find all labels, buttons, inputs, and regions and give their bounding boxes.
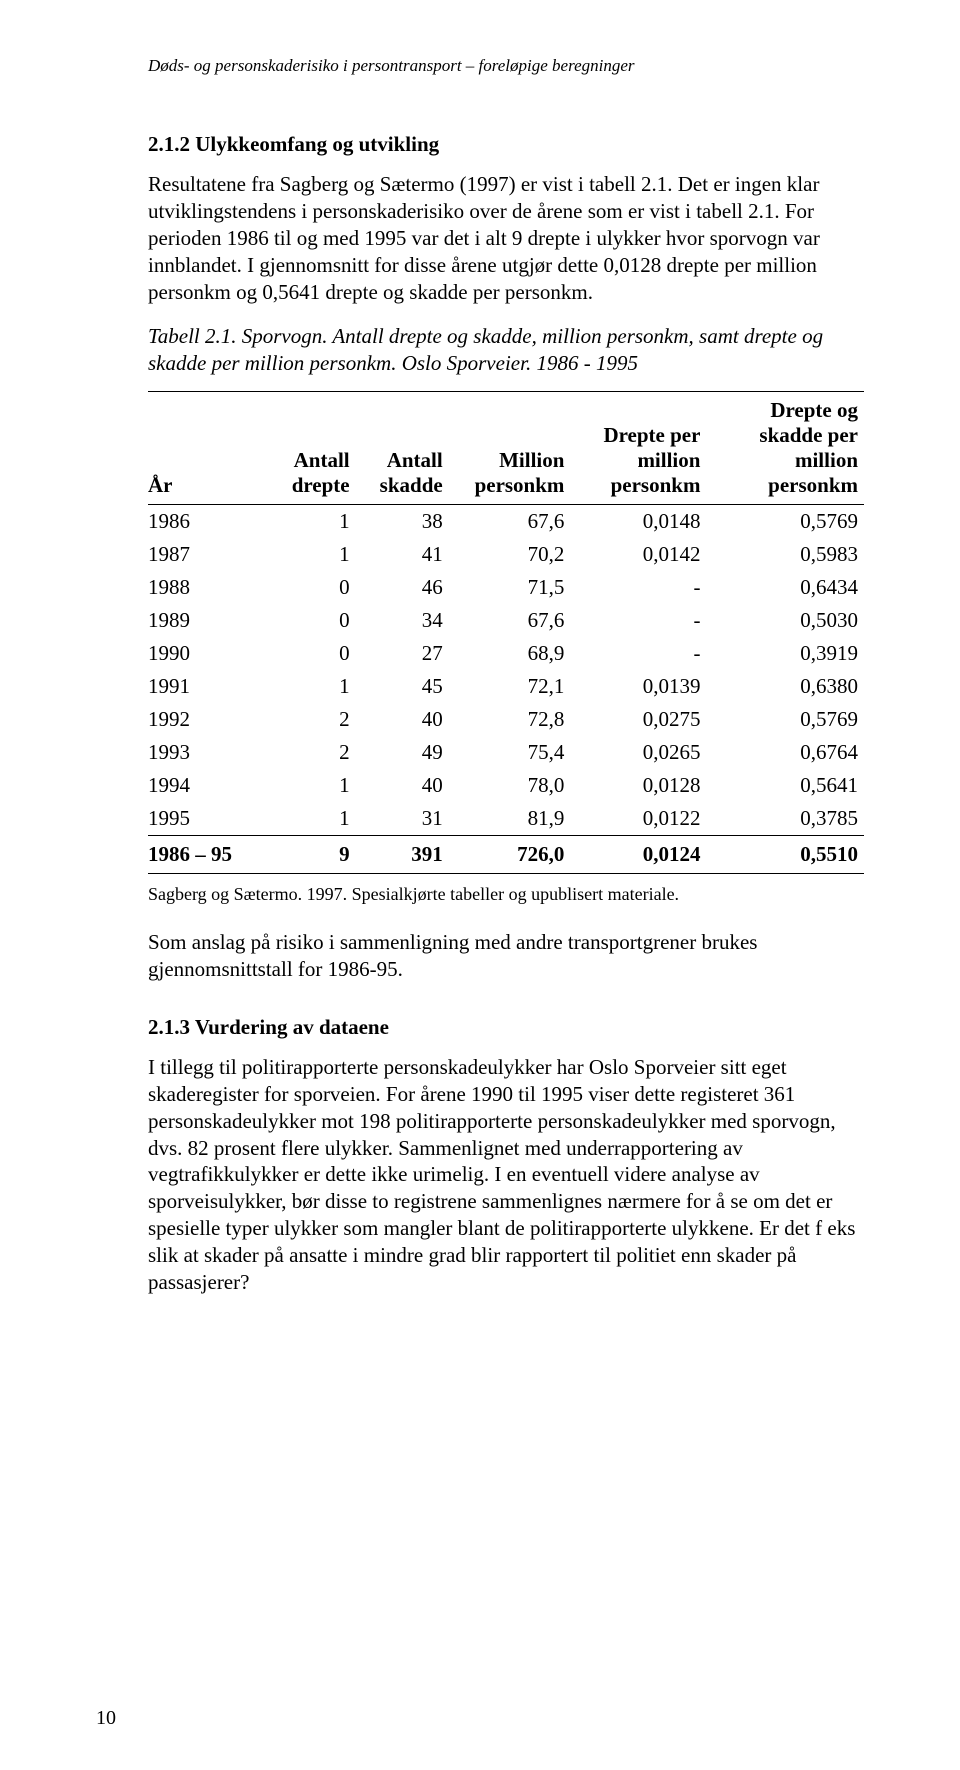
cell-killed: 1: [263, 769, 356, 802]
section-heading-213: 2.1.3 Vurdering av dataene: [148, 1015, 864, 1040]
cell-killed_rate: 0,0265: [570, 736, 706, 769]
paragraph-213-1: I tillegg til politirapporterte personsk…: [148, 1054, 864, 1296]
cell-injured: 34: [356, 604, 449, 637]
cell-killed: 0: [263, 571, 356, 604]
cell-mpkm: 68,9: [449, 637, 571, 670]
table-header-row: År Antall drepte Antall skadde Million p…: [148, 392, 864, 505]
cell-killed: 0: [263, 604, 356, 637]
total-cell-killed_rate: 0,0124: [570, 836, 706, 874]
cell-injured: 31: [356, 802, 449, 836]
document-page: Døds- og personskaderisiko i persontrans…: [0, 0, 960, 1770]
cell-year: 1993: [148, 736, 263, 769]
paragraph-212-1: Resultatene fra Sagberg og Sætermo (1997…: [148, 171, 864, 305]
cell-mpkm: 71,5: [449, 571, 571, 604]
cell-killed: 0: [263, 637, 356, 670]
cell-killed: 1: [263, 670, 356, 703]
total-cell-killed: 9: [263, 836, 356, 874]
cell-year: 1988: [148, 571, 263, 604]
cell-all_rate: 0,6380: [706, 670, 864, 703]
cell-killed_rate: -: [570, 604, 706, 637]
th-mpkm: Million personkm: [449, 392, 571, 505]
table-source: Sagberg og Sætermo. 1997. Spesialkjørte …: [148, 884, 864, 905]
th-killed-rate: Drepte per million personkm: [570, 392, 706, 505]
table-total-row: 1986 – 959391726,00,01240,5510: [148, 836, 864, 874]
th-killed: Antall drepte: [263, 392, 356, 505]
cell-killed_rate: 0,0139: [570, 670, 706, 703]
cell-injured: 40: [356, 703, 449, 736]
cell-killed_rate: 0,0275: [570, 703, 706, 736]
cell-mpkm: 78,0: [449, 769, 571, 802]
table-row: 199002768,9-0,3919: [148, 637, 864, 670]
cell-killed_rate: 0,0122: [570, 802, 706, 836]
table-row: 199324975,40,02650,6764: [148, 736, 864, 769]
cell-all_rate: 0,5030: [706, 604, 864, 637]
page-number: 10: [96, 1707, 116, 1730]
table-row: 199114572,10,01390,6380: [148, 670, 864, 703]
cell-injured: 41: [356, 538, 449, 571]
paragraph-after-table: Som anslag på risiko i sammenligning med…: [148, 929, 864, 983]
running-header: Døds- og personskaderisiko i persontrans…: [148, 56, 864, 76]
cell-year: 1991: [148, 670, 263, 703]
table-row: 199224072,80,02750,5769: [148, 703, 864, 736]
th-all-rate: Drepte og skadde per million personkm: [706, 392, 864, 505]
table-row: 198613867,60,01480,5769: [148, 505, 864, 539]
cell-year: 1992: [148, 703, 263, 736]
cell-mpkm: 75,4: [449, 736, 571, 769]
cell-all_rate: 0,5983: [706, 538, 864, 571]
cell-injured: 46: [356, 571, 449, 604]
cell-killed: 1: [263, 538, 356, 571]
cell-mpkm: 81,9: [449, 802, 571, 836]
cell-year: 1987: [148, 538, 263, 571]
cell-injured: 38: [356, 505, 449, 539]
cell-mpkm: 72,1: [449, 670, 571, 703]
cell-mpkm: 72,8: [449, 703, 571, 736]
section-heading-212: 2.1.2 Ulykkeomfang og utvikling: [148, 132, 864, 157]
table-row: 199513181,90,01220,3785: [148, 802, 864, 836]
cell-all_rate: 0,5641: [706, 769, 864, 802]
cell-killed_rate: -: [570, 637, 706, 670]
total-cell-injured: 391: [356, 836, 449, 874]
cell-all_rate: 0,5769: [706, 505, 864, 539]
total-cell-mpkm: 726,0: [449, 836, 571, 874]
cell-killed: 2: [263, 703, 356, 736]
total-cell-year: 1986 – 95: [148, 836, 263, 874]
cell-killed: 1: [263, 802, 356, 836]
th-injured: Antall skadde: [356, 392, 449, 505]
cell-mpkm: 67,6: [449, 604, 571, 637]
cell-all_rate: 0,3785: [706, 802, 864, 836]
cell-mpkm: 70,2: [449, 538, 571, 571]
cell-killed: 2: [263, 736, 356, 769]
table-row: 198714170,20,01420,5983: [148, 538, 864, 571]
cell-injured: 45: [356, 670, 449, 703]
cell-injured: 27: [356, 637, 449, 670]
cell-all_rate: 0,3919: [706, 637, 864, 670]
cell-all_rate: 0,6764: [706, 736, 864, 769]
table-caption: Tabell 2.1. Sporvogn. Antall drepte og s…: [148, 323, 864, 377]
cell-year: 1986: [148, 505, 263, 539]
cell-all_rate: 0,6434: [706, 571, 864, 604]
cell-all_rate: 0,5769: [706, 703, 864, 736]
cell-year: 1994: [148, 769, 263, 802]
cell-injured: 40: [356, 769, 449, 802]
cell-mpkm: 67,6: [449, 505, 571, 539]
table-row: 198804671,5-0,6434: [148, 571, 864, 604]
data-table: År Antall drepte Antall skadde Million p…: [148, 391, 864, 874]
cell-killed: 1: [263, 505, 356, 539]
table-row: 199414078,00,01280,5641: [148, 769, 864, 802]
cell-killed_rate: 0,0148: [570, 505, 706, 539]
cell-year: 1995: [148, 802, 263, 836]
cell-injured: 49: [356, 736, 449, 769]
th-year: År: [148, 392, 263, 505]
cell-killed_rate: -: [570, 571, 706, 604]
cell-year: 1989: [148, 604, 263, 637]
cell-killed_rate: 0,0128: [570, 769, 706, 802]
total-cell-all_rate: 0,5510: [706, 836, 864, 874]
cell-killed_rate: 0,0142: [570, 538, 706, 571]
cell-year: 1990: [148, 637, 263, 670]
table-row: 198903467,6-0,5030: [148, 604, 864, 637]
